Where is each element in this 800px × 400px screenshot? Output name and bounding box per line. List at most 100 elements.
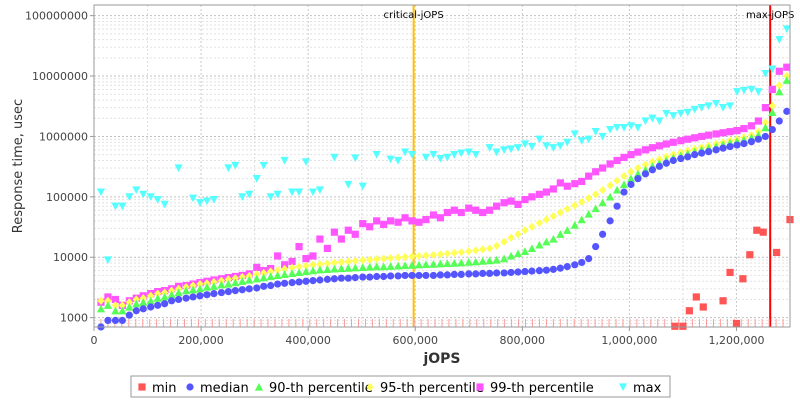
data-point <box>316 235 324 243</box>
legend-swatch <box>254 382 264 391</box>
legend-label: median <box>200 381 249 396</box>
data-point <box>520 140 530 149</box>
data-point <box>520 247 530 255</box>
data-point <box>627 167 635 176</box>
data-point <box>139 305 147 313</box>
data-point <box>493 202 501 210</box>
data-point <box>691 134 699 142</box>
data-point <box>556 179 564 187</box>
x-axis-ticks: 0 200,000 400,000 600,000 800,000 1,000,000 1,… <box>91 327 764 347</box>
data-point <box>585 194 593 203</box>
data-point <box>132 307 140 315</box>
data-point <box>718 104 728 112</box>
data-point <box>295 243 303 251</box>
data-point <box>429 271 438 280</box>
data-point <box>472 270 480 278</box>
x-tick-label: 1,200,000 <box>708 334 764 347</box>
data-point <box>507 233 515 242</box>
data-point <box>147 291 155 300</box>
data-point <box>358 263 367 271</box>
series-max <box>96 25 791 265</box>
y-tick-label: 10000000 <box>32 70 88 83</box>
data-point <box>182 294 190 302</box>
data-point <box>337 258 345 267</box>
data-point <box>443 208 451 217</box>
data-point <box>414 260 424 269</box>
data-point <box>400 261 410 270</box>
data-point <box>387 217 395 225</box>
data-point <box>287 188 297 197</box>
data-point <box>606 217 614 225</box>
data-point <box>245 190 254 199</box>
data-point <box>556 230 565 238</box>
data-point <box>315 186 325 195</box>
data-point <box>563 226 572 234</box>
data-point <box>725 102 735 111</box>
data-point <box>465 204 473 212</box>
data-point <box>584 209 593 218</box>
data-point <box>111 202 120 211</box>
data-point <box>188 194 198 203</box>
data-point <box>712 130 720 138</box>
data-point <box>323 275 332 283</box>
data-point <box>344 180 353 189</box>
data-point <box>280 261 289 269</box>
data-point <box>578 177 586 186</box>
data-point <box>401 271 409 280</box>
data-point <box>302 261 310 270</box>
data-point <box>408 217 416 225</box>
data-point <box>394 272 402 280</box>
data-point <box>316 259 324 269</box>
data-point <box>422 271 430 280</box>
data-point <box>351 154 360 163</box>
data-point <box>592 168 600 176</box>
data-point <box>153 196 162 204</box>
series-95-th-percentile <box>97 71 791 310</box>
data-point <box>421 260 431 269</box>
data-point <box>118 306 127 315</box>
data-point <box>571 201 579 210</box>
y-tick-label: 1000000 <box>39 130 88 143</box>
data-point <box>698 149 706 157</box>
y-tick-label: 1000 <box>60 312 88 325</box>
data-point <box>231 161 240 170</box>
data-point <box>464 258 473 266</box>
data-point <box>280 264 289 274</box>
data-point <box>712 146 720 154</box>
data-point <box>535 240 544 249</box>
data-point <box>337 235 345 243</box>
data-point <box>217 280 226 289</box>
data-point <box>761 118 769 127</box>
data-point <box>415 271 423 280</box>
data-point <box>373 255 381 264</box>
data-point <box>238 286 246 294</box>
data-point <box>726 128 734 136</box>
data-point <box>775 117 783 125</box>
data-point <box>746 251 754 259</box>
data-point <box>302 254 310 263</box>
data-point <box>429 211 438 219</box>
data-point <box>167 290 176 299</box>
data-point <box>479 269 487 278</box>
data-point <box>599 164 607 172</box>
data-point <box>506 251 516 260</box>
data-point <box>315 265 325 274</box>
data-point <box>174 164 183 173</box>
data-point <box>422 251 430 260</box>
data-point <box>775 81 783 90</box>
data-point <box>238 277 247 285</box>
data-point <box>273 271 282 280</box>
data-point <box>535 135 544 144</box>
data-point <box>104 296 112 305</box>
data-point <box>351 256 359 265</box>
data-point <box>514 268 522 276</box>
data-point <box>753 226 761 234</box>
data-point <box>274 252 282 260</box>
data-point <box>210 290 218 298</box>
data-point <box>648 166 657 174</box>
data-point <box>288 279 296 287</box>
data-point <box>634 148 642 156</box>
data-point <box>407 261 417 269</box>
data-point <box>267 267 275 276</box>
